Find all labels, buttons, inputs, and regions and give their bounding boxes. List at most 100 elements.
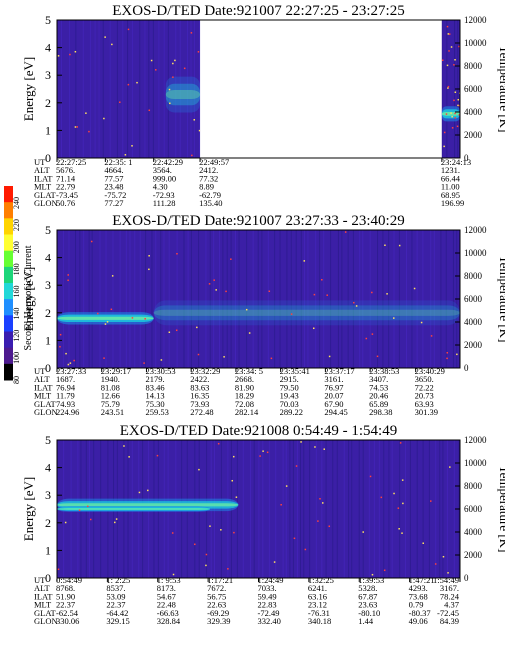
- orbit-cell: 19.43: [280, 391, 299, 401]
- speckle: [123, 445, 125, 447]
- orbit-cell: 224.96: [56, 407, 79, 417]
- y2-tick-label: 12000: [464, 15, 487, 25]
- orbit-cell: 4293.: [409, 583, 428, 593]
- speckle: [355, 305, 358, 307]
- colorbar-swatch: [4, 299, 13, 316]
- speckle: [198, 468, 200, 471]
- orbit-cell: 332.40: [258, 616, 281, 626]
- speckle: [458, 45, 460, 48]
- speckle: [194, 543, 196, 546]
- speckle: [458, 104, 460, 107]
- orbit-row-label: MLT: [34, 391, 52, 401]
- orbit-cell: 4.37: [444, 600, 459, 610]
- orbit-cell: 1: 2:25: [106, 575, 130, 585]
- orbit-cell: 22.37: [56, 600, 75, 610]
- speckle: [454, 91, 457, 94]
- colorbar: 240 220 200 180 160 140 120 100 80 Second Harmoni…: [4, 186, 34, 384]
- speckle: [169, 102, 171, 105]
- speckle: [371, 573, 374, 576]
- y2-tick-label: 0: [464, 573, 469, 583]
- orbit-cell: 66.44: [441, 173, 461, 183]
- speckle: [215, 289, 217, 291]
- y2-tick-label: 10000: [464, 458, 487, 468]
- y2-tick-label: 10000: [464, 38, 487, 48]
- orbit-cell: 71.14: [56, 173, 76, 183]
- speckle: [97, 312, 99, 315]
- y2-tick-label: 10000: [464, 248, 487, 258]
- speckle: [401, 479, 404, 481]
- speckle: [67, 279, 69, 282]
- orbit-cell: 53.09: [106, 591, 125, 601]
- orbit-cell: 1940.: [101, 374, 120, 384]
- colorbar-label: Second Harmonic Current: [23, 245, 34, 350]
- energy-band-2-layer-2: [165, 83, 201, 106]
- speckle: [457, 98, 460, 101]
- orbit-cell: 22.79: [56, 182, 75, 192]
- speckle: [103, 357, 105, 359]
- orbit-cell: 8537.: [106, 583, 125, 593]
- speckle: [104, 323, 107, 325]
- speckle: [453, 99, 455, 102]
- energy-band-2-layer-3: [57, 508, 211, 510]
- speckle: [446, 25, 449, 28]
- speckle: [168, 331, 171, 334]
- speckle: [110, 308, 113, 311]
- orbit-row-label: UT: [34, 366, 46, 376]
- y-tick-label: 4: [45, 461, 51, 475]
- colorbar-swatch: [4, 363, 13, 381]
- speckle: [131, 317, 134, 319]
- orbit-cell: 8.89: [199, 182, 214, 192]
- colorbar-swatch: [4, 266, 13, 284]
- speckle: [399, 442, 402, 444]
- speckle: [420, 321, 423, 324]
- orbit-row-label: GLAT: [34, 399, 57, 409]
- orbit-cell: 72.08: [235, 399, 254, 409]
- orbit-cell: 196.99: [441, 198, 464, 208]
- speckle: [131, 145, 133, 147]
- orbit-cell: 23:40:29: [415, 366, 445, 376]
- speckle: [295, 465, 298, 467]
- orbit-cell: 78.24: [440, 591, 460, 601]
- orbit-cell: 2179.: [145, 374, 164, 384]
- orbit-cell: 14.13: [145, 391, 164, 401]
- orbit-cell: 76.97: [324, 382, 343, 392]
- speckle: [380, 496, 383, 499]
- speckle: [451, 115, 453, 118]
- speckle: [225, 290, 227, 293]
- speckle: [398, 244, 401, 247]
- colorbar-swatch: [4, 202, 13, 219]
- orbit-cell: 23:35:41: [280, 366, 310, 376]
- speckle: [317, 520, 319, 522]
- speckle: [138, 491, 141, 494]
- orbit-cell: 50.76: [56, 198, 75, 208]
- colorbar-swatch: [4, 283, 13, 300]
- orbit-cell: 18.29: [235, 391, 254, 401]
- speckle: [74, 126, 77, 128]
- orbit-cell: 23:32:29: [190, 366, 220, 376]
- speckle: [231, 479, 234, 482]
- orbit-cell: 1:47:21: [409, 575, 435, 585]
- orbit-row-label: GLON: [34, 616, 58, 626]
- orbit-cell: 282.14: [235, 407, 259, 417]
- y-tick-label: 3: [45, 68, 51, 82]
- speckle: [453, 64, 455, 66]
- speckle: [248, 332, 251, 334]
- y-tick-label: 5: [45, 13, 51, 27]
- speckle: [393, 492, 395, 495]
- speckle: [193, 119, 196, 121]
- orbit-row-label: GLAT: [34, 608, 57, 618]
- speckle: [322, 502, 324, 504]
- speckle: [64, 521, 67, 524]
- orbit-cell: -64.42: [106, 608, 128, 618]
- colorbar-tick-label: 240: [12, 197, 21, 209]
- spectrogram-panel-3: EXOS-D/TED Date:921008 0:54:49 - 1:54:49…: [21, 423, 505, 626]
- colorbar-tick-label: 220: [12, 219, 21, 231]
- y-tick-label: 0: [45, 571, 51, 585]
- y-tick-label: 1: [45, 333, 51, 347]
- speckle: [89, 518, 92, 521]
- speckle: [454, 59, 456, 61]
- orbit-cell: 1.44: [358, 616, 374, 626]
- speckle: [303, 260, 306, 262]
- orbit-cell: 7033.: [258, 583, 277, 593]
